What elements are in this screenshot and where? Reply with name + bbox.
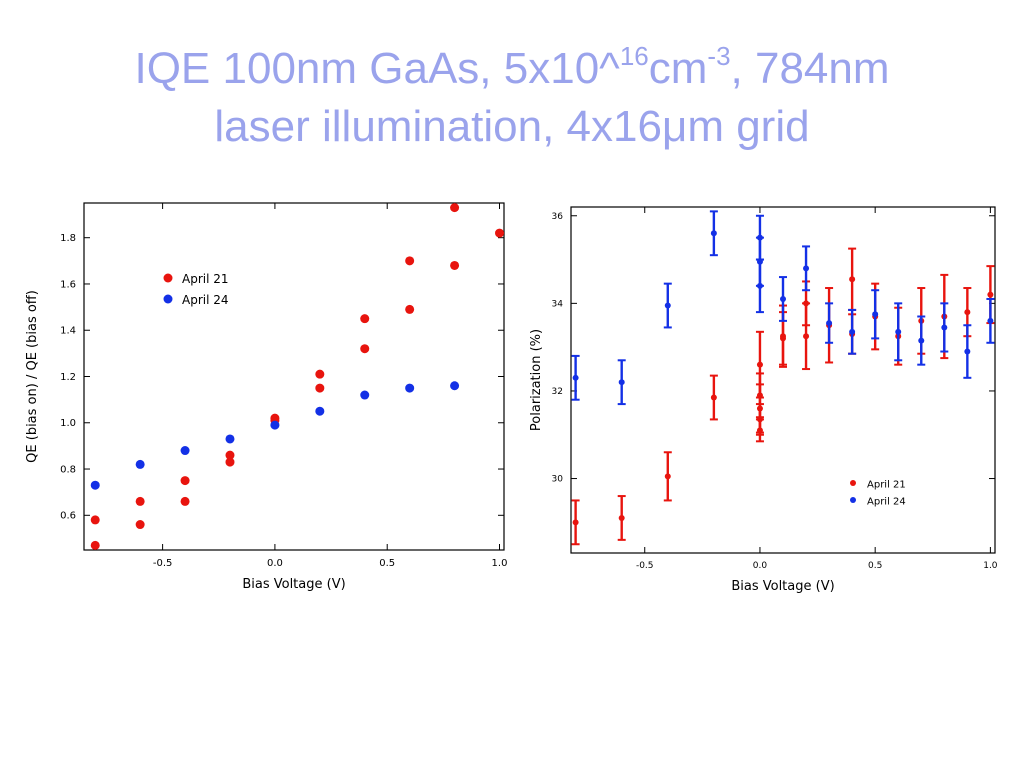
data-point bbox=[90, 515, 100, 525]
y-tick-label: 1.2 bbox=[60, 372, 76, 383]
data-point bbox=[780, 295, 786, 302]
x-tick-label: 0.0 bbox=[753, 561, 768, 571]
x-tick-label: 0.0 bbox=[267, 558, 283, 569]
data-point bbox=[405, 304, 415, 314]
data-point bbox=[360, 390, 370, 400]
data-point bbox=[225, 434, 235, 444]
y-tick-label: 32 bbox=[552, 387, 563, 397]
data-point bbox=[405, 256, 415, 266]
slide-title-line2: laser illumination, 4x16μm grid bbox=[214, 102, 810, 151]
slide-title: IQE 100nm GaAs, 5x10^16cm-3, 784nm laser… bbox=[0, 40, 1024, 156]
title-exponent-2: -3 bbox=[707, 41, 731, 71]
y-tick-label: 1.8 bbox=[60, 233, 76, 244]
legend-label: April 24 bbox=[182, 293, 229, 307]
data-point bbox=[710, 394, 717, 401]
data-point bbox=[941, 324, 948, 331]
data-point bbox=[360, 314, 370, 324]
data-point bbox=[315, 383, 325, 393]
data-point bbox=[826, 320, 833, 327]
data-point bbox=[450, 260, 460, 270]
data-point bbox=[180, 476, 190, 486]
data-point bbox=[803, 300, 810, 307]
y-axis-label: QE (bias on) / QE (bias off) bbox=[25, 290, 40, 463]
data-point bbox=[315, 369, 325, 379]
data-point bbox=[572, 374, 579, 381]
title-exponent-1: 16 bbox=[619, 41, 649, 71]
x-axis-label: Bias Voltage (V) bbox=[242, 577, 345, 592]
x-tick-label: 1.0 bbox=[492, 558, 508, 569]
x-tick-label: 1.0 bbox=[983, 561, 998, 571]
x-tick-label: -0.5 bbox=[636, 561, 654, 571]
y-tick-label: 0.6 bbox=[60, 511, 76, 522]
data-point bbox=[803, 265, 810, 272]
data-point bbox=[405, 383, 415, 393]
data-point bbox=[756, 427, 763, 434]
legend-marker bbox=[850, 497, 856, 503]
series-april-24 bbox=[90, 381, 460, 490]
y-tick-label: 36 bbox=[552, 212, 564, 222]
qe-ratio-chart: -0.5 0.0 0.5 1.0 0.6 0.8 1.0 1.2 1.4 1.6 1.8 Bias V… bbox=[25, 202, 508, 592]
data-point bbox=[780, 333, 786, 340]
data-point bbox=[90, 540, 100, 550]
data-point bbox=[849, 276, 856, 283]
data-point bbox=[987, 317, 994, 324]
data-point bbox=[664, 473, 671, 480]
x-tick-label: 0.5 bbox=[868, 561, 882, 571]
data-point bbox=[872, 311, 879, 318]
x-axis-label: Bias Voltage (V) bbox=[731, 579, 834, 594]
data-point bbox=[987, 291, 994, 298]
data-point bbox=[135, 459, 145, 469]
data-point bbox=[135, 496, 145, 506]
y-axis-label: Polarization (%) bbox=[529, 329, 544, 431]
data-point bbox=[495, 228, 505, 238]
data-point bbox=[664, 302, 671, 309]
x-tick-label: -0.5 bbox=[153, 558, 173, 569]
data-point bbox=[849, 328, 856, 335]
plot-frame bbox=[83, 202, 505, 551]
legend-marker bbox=[163, 273, 173, 283]
data-point bbox=[572, 519, 579, 526]
polarization-chart: -0.5 0.0 0.5 1.0 30 32 34 36 Bias Voltage (V) Pol… bbox=[529, 206, 998, 594]
data-point bbox=[756, 361, 763, 368]
plot-frame bbox=[570, 206, 996, 554]
series-april-24 bbox=[571, 210, 995, 406]
data-point bbox=[270, 420, 280, 430]
legend-label: April 21 bbox=[182, 272, 229, 286]
data-point bbox=[618, 379, 625, 386]
data-point bbox=[225, 457, 235, 467]
y-tick-label: 34 bbox=[552, 299, 564, 309]
y-tick-label: 1.6 bbox=[60, 279, 76, 290]
data-point bbox=[964, 348, 971, 355]
data-point bbox=[618, 514, 625, 521]
slide-title-line1: IQE 100nm GaAs, 5x10^16cm-3, 784nm bbox=[0, 40, 1024, 98]
data-point bbox=[450, 203, 460, 213]
data-point bbox=[756, 258, 763, 265]
data-point bbox=[918, 337, 925, 344]
legend-marker bbox=[163, 294, 173, 304]
y-tick-label: 30 bbox=[552, 475, 564, 485]
data-point bbox=[315, 406, 325, 416]
data-point bbox=[360, 344, 370, 354]
data-point bbox=[895, 328, 902, 335]
y-tick-label: 0.8 bbox=[60, 464, 76, 475]
y-tick-label: 1.0 bbox=[60, 418, 76, 429]
data-point bbox=[450, 381, 460, 391]
legend-label: April 24 bbox=[867, 496, 906, 507]
data-point bbox=[710, 230, 717, 237]
data-point bbox=[90, 480, 100, 490]
title-text-pre: IQE 100nm GaAs, 5x10^ bbox=[134, 44, 620, 93]
data-point bbox=[225, 450, 235, 460]
x-tick-label: 0.5 bbox=[379, 558, 395, 569]
legend-label: April 21 bbox=[867, 479, 906, 490]
data-point bbox=[180, 446, 190, 456]
data-point bbox=[135, 520, 145, 530]
data-point bbox=[180, 496, 190, 506]
legend-marker bbox=[850, 480, 856, 486]
data-point bbox=[803, 333, 810, 340]
title-text-mid: cm bbox=[648, 44, 708, 93]
y-tick-label: 1.4 bbox=[60, 326, 76, 337]
series-april-21 bbox=[90, 203, 505, 550]
title-text-post: , 784nm bbox=[730, 44, 890, 93]
data-point bbox=[964, 309, 971, 316]
